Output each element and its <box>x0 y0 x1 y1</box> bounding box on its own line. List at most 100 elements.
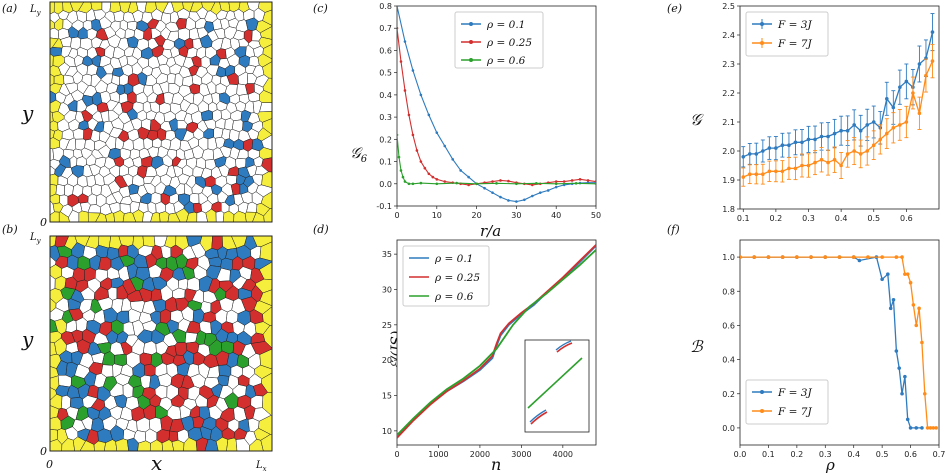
data-point <box>467 175 470 179</box>
data-point <box>924 73 928 78</box>
data-point <box>832 131 837 136</box>
legend-box <box>402 245 490 307</box>
data-point <box>865 149 870 153</box>
data-point <box>852 149 856 153</box>
inset-line-blue <box>529 409 547 423</box>
data-point <box>858 128 863 133</box>
data-point <box>766 255 771 259</box>
voronoi-cell <box>168 430 179 443</box>
data-point <box>920 340 924 345</box>
data-point <box>800 163 804 168</box>
x-tick-label: 0.5 <box>876 450 889 459</box>
data-point <box>891 297 896 302</box>
data-point <box>455 181 459 185</box>
y-tick-label: 0.0 <box>722 424 735 433</box>
y-tick-label: 2.0 <box>722 147 735 156</box>
x-tick-label: 0.6 <box>900 214 913 223</box>
voronoi-cell <box>186 277 200 292</box>
series-line <box>397 6 596 203</box>
y-tick-label: 1.9 <box>722 176 735 185</box>
y-tick-label: 0.4 <box>722 356 735 365</box>
x-tick-label: 0.2 <box>790 450 803 459</box>
data-point <box>871 143 876 147</box>
data-point <box>535 182 538 185</box>
data-point <box>531 194 534 198</box>
data-point <box>741 175 746 179</box>
voronoi-cell <box>142 235 156 248</box>
data-point <box>515 182 518 186</box>
data-point <box>839 128 843 133</box>
panel-e: (e) 𝒢 0.1 0.2 0.3 0.4 0.5 0.6 1.8 1.9 2.0 2.1 2.2 2… <box>667 2 940 223</box>
b-ytick-top: Ly <box>29 232 42 245</box>
y-tick-label: 20 <box>382 356 392 365</box>
y-tick-label: -0.1 <box>376 202 392 211</box>
data-point <box>459 169 462 172</box>
data-point <box>761 149 765 153</box>
data-point <box>819 157 824 162</box>
y-tick-label: 0.8 <box>379 2 392 11</box>
data-point <box>908 426 913 430</box>
legend-box <box>745 379 829 425</box>
data-point <box>793 140 798 145</box>
data-point <box>905 272 910 276</box>
series-line <box>397 249 596 436</box>
data-point <box>878 137 883 142</box>
data-point <box>411 69 415 72</box>
y-tick-label: 15 <box>382 392 392 401</box>
panel-a: (a) Ly 0 y <box>2 1 273 229</box>
b-ytick-bottom: 0 <box>40 445 47 458</box>
data-point <box>586 179 590 182</box>
x-tick-label: 0.1 <box>737 214 750 223</box>
data-point <box>523 198 526 202</box>
voronoi-cell <box>259 102 273 113</box>
y-tick-label: 30 <box>382 285 392 294</box>
b-xtick-left: 0 <box>46 458 53 471</box>
legend-label: ρ = 0.25 <box>434 272 480 284</box>
data-point <box>911 303 916 307</box>
data-point <box>752 255 757 259</box>
legend-label: ρ = 0.6 <box>486 55 526 67</box>
panel-label-a: (a) <box>2 2 17 15</box>
data-point <box>928 426 933 430</box>
data-point <box>451 158 455 161</box>
data-point <box>767 169 772 174</box>
voronoi-cell <box>159 211 170 223</box>
data-point <box>754 152 759 156</box>
series-line <box>397 244 596 439</box>
legend-label: ρ = 0.1 <box>434 253 473 265</box>
data-point <box>894 349 899 353</box>
data-point <box>499 179 502 182</box>
y-tick-label: 2.5 <box>722 2 735 11</box>
data-point <box>741 155 746 159</box>
data-point <box>839 163 843 168</box>
panel-label-f: (f) <box>667 223 680 236</box>
plot-data <box>740 255 938 430</box>
data-point <box>397 6 399 8</box>
y-tick-label: 0.2 <box>722 390 735 399</box>
data-point <box>813 160 817 165</box>
data-point <box>925 426 930 430</box>
data-point <box>435 178 439 181</box>
x-tick-label: 0.2 <box>770 214 783 223</box>
data-point <box>546 189 550 192</box>
data-point <box>857 258 862 263</box>
x-tick-label: 30 <box>511 211 521 220</box>
data-point <box>917 306 921 311</box>
legend-label: ρ = 0.25 <box>486 37 532 49</box>
data-point <box>483 186 486 190</box>
y-tick-label: 35 <box>382 250 392 259</box>
e-ylabel: 𝒢 <box>690 110 704 129</box>
panel-f: (f) ℬ ρ 0.0 0.1 0.2 0.3 0.4 0.5 0.6 0.7 0.0 0.2 0.… <box>667 223 945 473</box>
legend-box <box>745 11 829 57</box>
panel-label-e: (e) <box>667 2 682 15</box>
data-point <box>880 255 884 259</box>
legend-label: F = 3J <box>777 387 812 399</box>
data-point <box>898 123 902 127</box>
data-point <box>747 172 752 176</box>
data-point <box>917 111 922 116</box>
legend-marker <box>469 58 473 62</box>
data-point <box>865 123 870 127</box>
legend-marker <box>760 390 764 394</box>
panel-label-b: (b) <box>2 223 18 236</box>
